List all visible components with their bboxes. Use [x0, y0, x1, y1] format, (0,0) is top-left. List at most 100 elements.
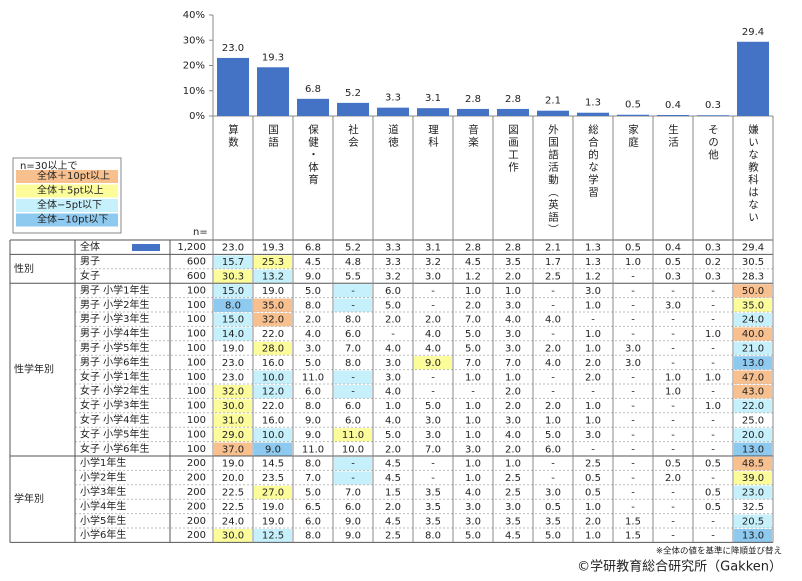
copyright: ©学研教育総合研究所（Gakken）: [577, 559, 782, 575]
cell-highlight: [734, 485, 772, 500]
n-cell: 100: [187, 372, 206, 383]
n-cell: 200: [187, 473, 206, 484]
cell-highlight: [334, 471, 372, 485]
cell: 13.2: [262, 272, 284, 283]
cell: 20.0: [742, 430, 764, 441]
cell: -: [671, 531, 675, 542]
cell: -: [631, 488, 635, 499]
cell: -: [631, 416, 635, 427]
cell: 6.0: [385, 286, 401, 297]
legend-label: 全体−10pt以下: [37, 213, 108, 226]
cell: -: [431, 387, 435, 398]
cell-highlight: [214, 442, 252, 456]
cell: -: [351, 372, 355, 383]
cell-highlight: [214, 399, 252, 413]
row-label: 女子 小学4年生: [80, 413, 150, 426]
cell: 1.0: [465, 430, 481, 441]
cell: 6.8: [305, 243, 321, 254]
cell-highlight: [734, 327, 772, 341]
cell-highlight: [214, 313, 252, 327]
cell: 14.5: [262, 459, 284, 470]
cell: 2.0: [465, 300, 481, 311]
cell: 1.0: [585, 502, 601, 513]
value-label: 0.3: [705, 100, 721, 111]
cell: -: [551, 300, 555, 311]
value-label: 19.3: [262, 52, 284, 63]
bar: [697, 115, 729, 116]
cell: 0.5: [545, 502, 561, 513]
cell: 2.0: [545, 401, 561, 412]
category-label: 社会: [347, 123, 359, 149]
cell-highlight: [734, 529, 772, 543]
group-label: 学年別: [14, 492, 44, 505]
legend-swatch: [16, 213, 118, 227]
n-cell: 200: [187, 487, 206, 498]
bar: [497, 108, 529, 116]
cell: -: [471, 387, 475, 398]
cell: 2.0: [505, 272, 521, 283]
cell: 30.0: [222, 401, 244, 412]
cell: 4.5: [465, 257, 481, 268]
cell: -: [631, 502, 635, 513]
cell: 9.0: [265, 444, 281, 455]
cell: 2.0: [385, 502, 401, 513]
cell: -: [711, 315, 715, 326]
cell: 7.0: [345, 488, 361, 499]
category-label: その他: [707, 124, 719, 162]
cell: 4.0: [545, 358, 561, 369]
cell: 1.0: [465, 372, 481, 383]
row-label: 男子 小学5年生: [80, 341, 150, 354]
value-label: 6.8: [305, 84, 321, 95]
cell: -: [551, 329, 555, 340]
cell: -: [711, 430, 715, 441]
cell: 2.5: [385, 531, 401, 542]
cell: 9.0: [305, 272, 321, 283]
cell: -: [631, 300, 635, 311]
value-label: 5.2: [345, 88, 361, 99]
value-label: 2.8: [465, 94, 481, 105]
cell-highlight: [214, 413, 252, 428]
cell: -: [711, 358, 715, 369]
cell: 4.5: [305, 257, 321, 268]
cell: 3.0: [425, 430, 441, 441]
cell: -: [391, 329, 395, 340]
cell: 50.0: [742, 286, 764, 297]
y-tick-label: 20%: [183, 61, 205, 72]
cell: 2.5: [545, 272, 561, 283]
cell: 3.0: [385, 358, 401, 369]
cell: 11.0: [302, 444, 324, 455]
cell-highlight: [254, 442, 292, 456]
cell: 3.0: [465, 444, 481, 455]
cell: 3.0: [505, 344, 521, 355]
cell-highlight: [734, 399, 772, 413]
legend-label: 全体−5pt以下: [37, 198, 102, 211]
cell: 1.0: [585, 344, 601, 355]
cell: -: [671, 315, 675, 326]
cell: 3.2: [385, 272, 401, 283]
cell: 1.5: [625, 531, 641, 542]
cell: 25.0: [742, 416, 764, 427]
total-swatch: [132, 244, 160, 251]
cell: -: [631, 401, 635, 412]
cell-highlight: [254, 341, 292, 356]
bar: [577, 112, 609, 116]
cell: -: [631, 286, 635, 297]
n-cell: 200: [187, 458, 206, 469]
cell: 30.5: [742, 257, 764, 268]
cell: -: [591, 444, 595, 455]
cell: 6.0: [345, 502, 361, 513]
cell: 15.7: [222, 257, 244, 268]
cell: -: [431, 473, 435, 484]
cell: 1.0: [465, 286, 481, 297]
cell: 1.0: [505, 372, 521, 383]
cell: 31.0: [222, 416, 244, 427]
cell: 9.0: [345, 531, 361, 542]
cell: 40.0: [742, 329, 764, 340]
cell: 1.0: [465, 401, 481, 412]
cell: 23.0: [222, 372, 244, 383]
row-label: 女子 小学2年生: [80, 384, 150, 397]
cell: 2.8: [505, 243, 521, 254]
cell: 1.0: [665, 387, 681, 398]
cell: 7.0: [465, 315, 481, 326]
cell: 4.0: [305, 329, 321, 340]
